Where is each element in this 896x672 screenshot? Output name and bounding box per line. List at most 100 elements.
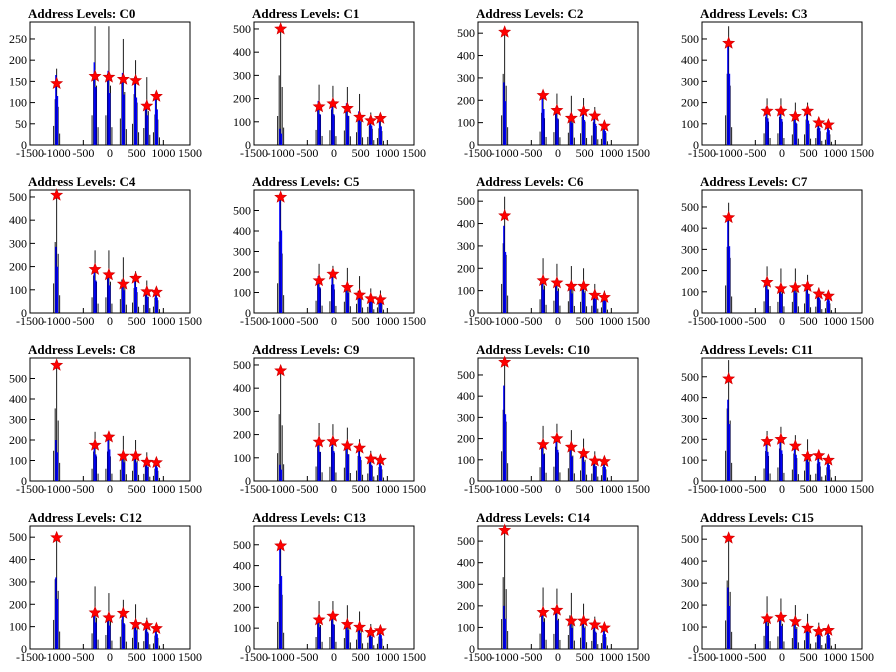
y-tick-label: 300	[457, 71, 475, 85]
peak-marker	[801, 449, 815, 462]
panel-title: Address Levels: C10	[476, 342, 590, 357]
peak-marker	[326, 267, 340, 280]
y-tick-label: 300	[233, 404, 251, 418]
peak-marker	[116, 449, 130, 462]
peak-marker	[550, 103, 564, 116]
x-tick-label: 0	[107, 146, 113, 160]
panel-title: Address Levels: C7	[700, 174, 808, 189]
x-tick-label: 1000	[375, 146, 399, 160]
x-tick-label: 1000	[599, 146, 623, 160]
x-tick-label: 1500	[850, 314, 874, 328]
x-tick-label: 1000	[151, 650, 175, 664]
x-tick-label: -1500	[688, 146, 716, 160]
y-tick-label: 500	[681, 532, 699, 546]
x-tick-label: -1000	[267, 314, 295, 328]
x-tick-label: -1500	[464, 650, 492, 664]
x-tick-label: 0	[779, 650, 785, 664]
peak-marker	[550, 603, 564, 616]
peak-marker	[373, 292, 387, 306]
x-tick-label: 0	[555, 146, 561, 160]
y-tick-label: 0	[21, 306, 27, 320]
x-tick-label: 500	[128, 146, 146, 160]
x-tick-label: 500	[576, 650, 594, 664]
x-tick-label: -1500	[464, 146, 492, 160]
x-tick-label: 0	[331, 650, 337, 664]
peak-marker	[102, 610, 116, 624]
y-tick-label: 300	[233, 245, 251, 259]
peak-marker	[498, 25, 512, 38]
chart-panel: Address Levels: C12 0 100 200 300 400 500 -1500…	[9, 510, 202, 664]
peak-marker	[129, 271, 143, 284]
y-tick-label: 0	[469, 306, 475, 320]
peak-marker	[564, 279, 578, 292]
x-tick-label: 0	[779, 314, 785, 328]
x-tick-label: -1000	[715, 146, 743, 160]
y-tick-label: 200	[681, 96, 699, 110]
x-tick-label: 1500	[626, 650, 650, 664]
x-tick-label: 1000	[823, 314, 847, 328]
panel-title: Address Levels: C5	[252, 174, 360, 189]
x-tick-label: -500	[72, 482, 94, 496]
x-tick-label: 500	[352, 146, 370, 160]
peak-marker	[564, 440, 578, 453]
y-tick-label: 200	[681, 432, 699, 446]
chart-panel: Address Levels: C11 0 100 200 300 400 500 -1500…	[681, 342, 874, 496]
peak-marker	[577, 614, 591, 627]
x-tick-label: -1500	[16, 146, 44, 160]
x-tick-label: -1500	[464, 314, 492, 328]
peak-marker	[577, 104, 591, 117]
y-tick-label: 300	[681, 576, 699, 590]
y-tick-label: 500	[233, 358, 251, 372]
panel-title: Address Levels: C14	[476, 510, 590, 525]
y-tick-label: 400	[233, 224, 251, 238]
x-tick-label: -500	[72, 314, 94, 328]
x-tick-label: 1500	[850, 482, 874, 496]
x-tick-label: -1000	[715, 650, 743, 664]
panel-title: Address Levels: C8	[28, 342, 136, 357]
y-tick-label: 300	[9, 575, 27, 589]
y-tick-label: 100	[233, 621, 251, 635]
peak-marker	[102, 430, 116, 443]
x-tick-label: 1000	[151, 482, 175, 496]
y-tick-label: 400	[457, 49, 475, 63]
peak-marker	[564, 111, 578, 124]
y-tick-label: 0	[693, 306, 699, 320]
y-tick-label: 300	[457, 410, 475, 424]
peak-marker	[588, 454, 602, 467]
y-tick-label: 500	[9, 530, 27, 544]
y-tick-label: 500	[233, 22, 251, 36]
x-tick-label: 1000	[599, 314, 623, 328]
y-tick-label: 100	[9, 620, 27, 634]
peak-marker	[774, 104, 788, 117]
peak-marker	[326, 434, 340, 448]
y-tick-label: 0	[469, 138, 475, 152]
x-tick-label: 1500	[178, 482, 202, 496]
peak-marker	[774, 281, 788, 295]
peak-marker	[50, 188, 64, 201]
x-tick-label: 1000	[599, 482, 623, 496]
y-tick-label: 200	[233, 92, 251, 106]
x-tick-label: 1500	[402, 146, 426, 160]
x-tick-label: 1000	[599, 650, 623, 664]
y-tick-label: 100	[9, 96, 27, 110]
y-tick-label: 400	[9, 392, 27, 406]
x-tick-label: -500	[296, 482, 318, 496]
x-tick-label: 1000	[823, 482, 847, 496]
x-tick-label: -1000	[267, 146, 295, 160]
peak-marker	[597, 290, 611, 303]
x-tick-label: 1500	[626, 146, 650, 160]
x-tick-label: -1000	[43, 146, 71, 160]
peak-marker	[312, 435, 326, 448]
y-tick-label: 400	[9, 553, 27, 567]
y-tick-label: 100	[233, 286, 251, 300]
peak-marker	[140, 99, 154, 112]
x-tick-label: 0	[107, 650, 113, 664]
peak-marker	[774, 432, 788, 445]
x-tick-label: 500	[128, 314, 146, 328]
y-tick-label: 0	[21, 642, 27, 656]
peak-marker	[102, 267, 116, 281]
y-tick-label: 200	[233, 428, 251, 442]
peak-marker	[536, 273, 550, 287]
y-tick-label: 0	[245, 138, 251, 152]
y-tick-label: 300	[9, 413, 27, 427]
